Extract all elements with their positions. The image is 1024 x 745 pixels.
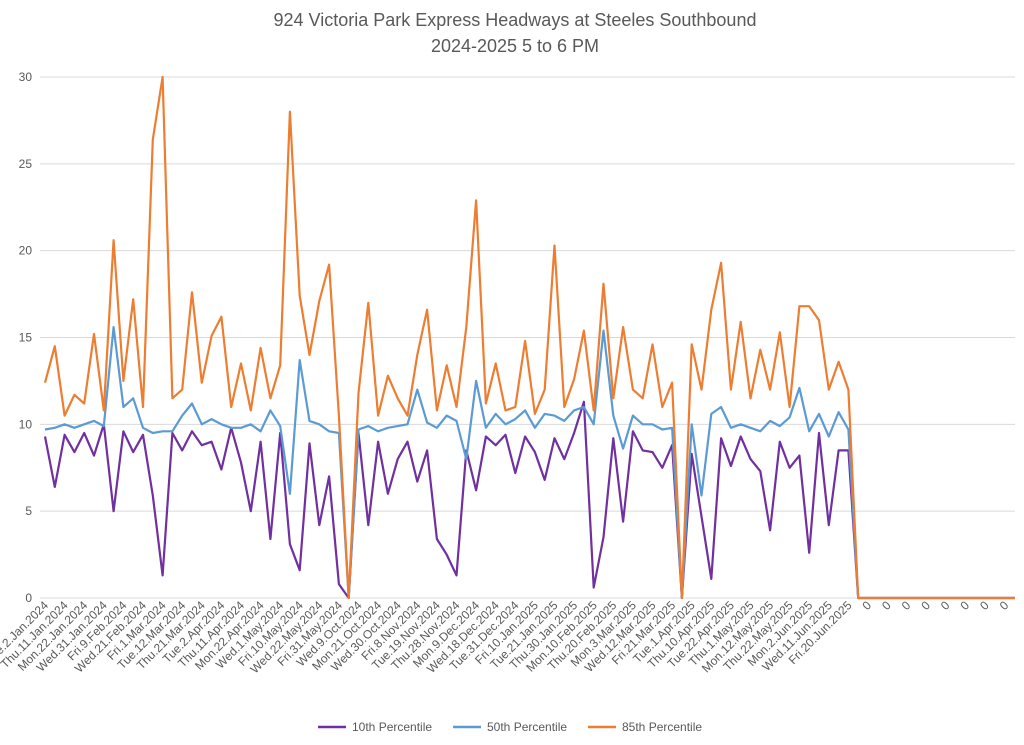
y-tick-label: 10 bbox=[19, 417, 33, 431]
x-tick-label: 0 bbox=[918, 598, 933, 613]
legend-label: 10th Percentile bbox=[352, 720, 432, 734]
line-series bbox=[43, 75, 1015, 600]
y-tick-label: 30 bbox=[19, 70, 33, 84]
line-series bbox=[43, 400, 1015, 600]
x-tick-label: 0 bbox=[958, 598, 973, 613]
y-tick-label: 15 bbox=[19, 331, 33, 345]
y-tick-label: 25 bbox=[19, 157, 33, 171]
x-tick-label: 0 bbox=[860, 598, 875, 613]
x-tick-label: 0 bbox=[899, 598, 914, 613]
y-tick-label: 5 bbox=[25, 504, 32, 518]
chart-subtitle: 2024-2025 5 to 6 PM bbox=[431, 36, 599, 56]
legend-label: 85th Percentile bbox=[622, 720, 702, 734]
x-tick-label: 0 bbox=[997, 598, 1012, 613]
legend-label: 50th Percentile bbox=[487, 720, 567, 734]
y-tick-label: 20 bbox=[19, 244, 33, 258]
x-tick-label: 0 bbox=[879, 598, 894, 613]
x-tick-label: 0 bbox=[977, 598, 992, 613]
line-series bbox=[44, 326, 1015, 600]
chart-title: 924 Victoria Park Express Headways at St… bbox=[274, 10, 757, 30]
y-tick-label: 0 bbox=[25, 591, 32, 605]
x-tick-label: 0 bbox=[938, 598, 953, 613]
